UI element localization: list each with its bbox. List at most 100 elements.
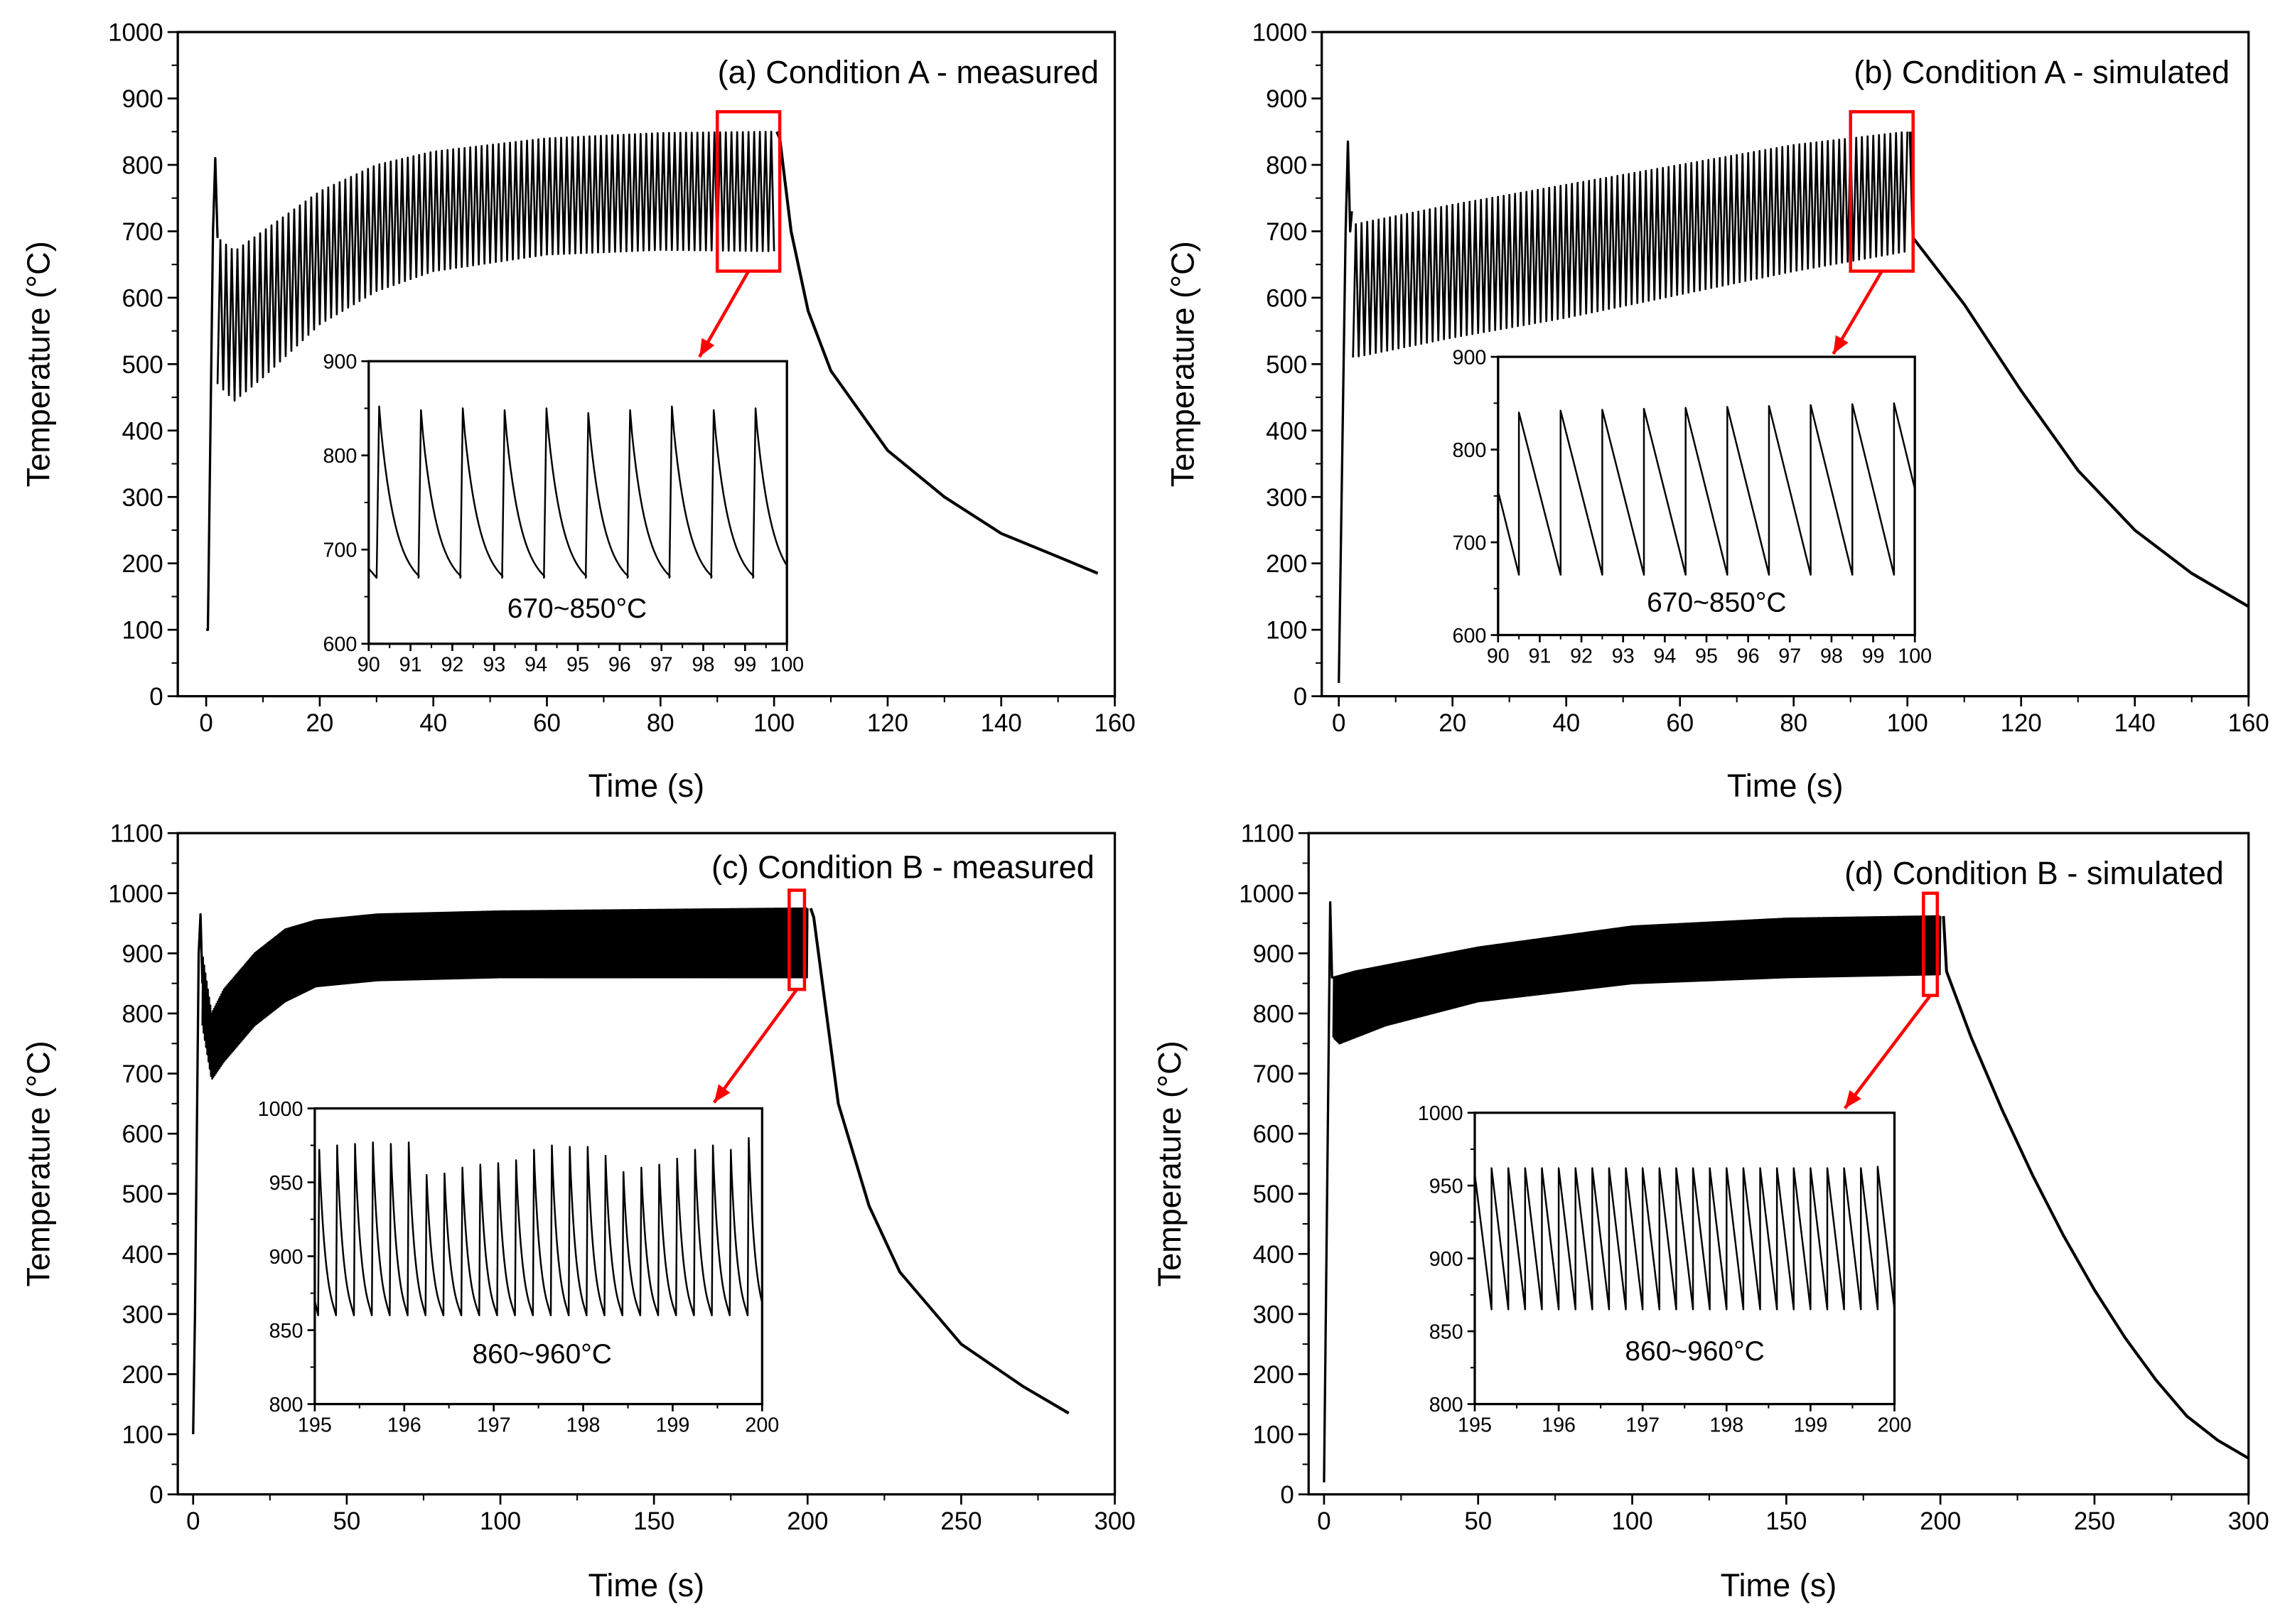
inset-x-tick-label: 97 <box>1778 645 1801 667</box>
inset-x-tick-label: 196 <box>1542 1414 1576 1436</box>
inset-y-tick-label: 900 <box>269 1246 303 1269</box>
x-axis-label: Time (s) <box>1727 768 1844 804</box>
inset-x-tick-label: 93 <box>1612 645 1635 667</box>
inset-range-label: 670~850°C <box>1647 588 1786 618</box>
inset-d: 195 196 197 198 199 200 800 850 900 950 1000 860~96… <box>1418 1102 1912 1436</box>
y-tick-label: 100 <box>122 617 163 645</box>
x-tick-label: 0 <box>199 709 213 737</box>
y-tick-label: 1000 <box>1239 880 1294 908</box>
inset-y-tick-label: 600 <box>1453 625 1487 647</box>
inset-x-tick-label: 200 <box>1878 1414 1912 1436</box>
inset-y-tick-label: 800 <box>1453 439 1487 462</box>
zoom-arrow-line <box>1843 994 1932 1109</box>
inset-y-tick-label: 800 <box>323 445 357 468</box>
y-tick-label: 300 <box>1253 1301 1294 1328</box>
inset-y-tick-label: 1000 <box>1418 1102 1463 1125</box>
y-tick-label: 200 <box>1253 1361 1294 1389</box>
panel-title: (b) Condition A - simulated <box>1854 54 2230 90</box>
x-tick-label: 100 <box>480 1507 521 1535</box>
x-tick-label: 0 <box>1332 709 1345 737</box>
cooling-line <box>809 908 1070 1415</box>
inset-x-tick-label: 100 <box>1898 645 1932 667</box>
x-tick-label: 60 <box>533 709 561 737</box>
x-tick-label: 20 <box>1439 709 1466 737</box>
x-tick-label: 140 <box>981 709 1022 737</box>
inset-x-tick-label: 90 <box>357 654 380 677</box>
inset-line <box>1473 1166 1896 1311</box>
inset-x-tick-label: 96 <box>1737 645 1760 667</box>
x-tick-label: 100 <box>1611 1507 1652 1535</box>
cooling-line <box>1908 131 2249 608</box>
heating-spike-line <box>1323 900 1333 1483</box>
zoom-arrow-head-icon <box>1833 335 1849 354</box>
x-tick-label: 80 <box>647 709 674 737</box>
inset-x-tick-label: 98 <box>692 654 715 677</box>
x-tick-label: 200 <box>1920 1507 1961 1535</box>
zoom-arrow-line <box>712 988 798 1104</box>
y-tick-label: 600 <box>1253 1121 1294 1149</box>
x-tick-label: 250 <box>940 1507 982 1535</box>
inset-x-tick-label: 195 <box>298 1414 332 1436</box>
x-tick-label: 120 <box>867 709 908 737</box>
inset-y-tick-label: 700 <box>323 539 357 562</box>
inset-x-tick-label: 197 <box>1625 1414 1660 1436</box>
inset-x-tick-label: 95 <box>566 654 589 677</box>
y-axis-label: Temperature (°C) <box>21 241 57 487</box>
x-tick-label: 250 <box>2074 1507 2115 1535</box>
y-tick-label: 500 <box>122 351 163 379</box>
inset-range-label: 860~960°C <box>1625 1336 1764 1367</box>
inset-y-tick-label: 700 <box>1453 532 1487 554</box>
y-tick-label: 700 <box>122 218 163 246</box>
y-tick-label: 200 <box>122 1361 163 1389</box>
y-tick-label: 700 <box>1253 1060 1294 1088</box>
y-tick-label: 900 <box>122 85 163 113</box>
y-tick-label: 900 <box>1266 85 1307 113</box>
panel-d: 0 50 100 150 200 250 300 0 100 200 300 400 500 600 700… <box>1151 820 2269 1603</box>
y-tick-label: 400 <box>1253 1241 1294 1269</box>
x-axis-label: Time (s) <box>1721 1567 1837 1603</box>
heating-spike-line <box>192 913 204 1435</box>
x-tick-label: 150 <box>1765 1507 1807 1535</box>
y-tick-label: 1000 <box>108 19 163 47</box>
y-tick-label: 800 <box>1253 1001 1294 1028</box>
inset-x-tick-label: 199 <box>656 1414 690 1436</box>
inset-x-tick-label: 93 <box>483 654 505 677</box>
panel-title: (a) Condition A - measured <box>718 54 1099 90</box>
y-tick-label: 400 <box>122 417 163 445</box>
inset-x-tick-label: 198 <box>566 1414 601 1436</box>
x-tick-label: 150 <box>633 1507 674 1535</box>
y-tick-label: 300 <box>122 484 163 512</box>
y-tick-label: 0 <box>1294 683 1307 711</box>
y-tick-label: 700 <box>122 1060 163 1088</box>
y-tick-label: 200 <box>122 550 163 578</box>
y-tick-label: 100 <box>122 1421 163 1449</box>
y-tick-label: 600 <box>1266 284 1307 312</box>
inset-x-tick-label: 100 <box>770 654 804 677</box>
inset-a: 90 91 92 93 94 95 96 97 98 99 100 600 700 800 900 670~8… <box>323 351 804 677</box>
x-tick-label: 160 <box>1094 709 1135 737</box>
y-tick-label: 500 <box>122 1181 163 1208</box>
inset-y-tick-label: 900 <box>1453 346 1487 369</box>
inset-range-label: 670~850°C <box>507 593 647 624</box>
oscillation-line <box>216 130 775 402</box>
x-tick-label: 40 <box>419 709 447 737</box>
inset-y-tick-label: 900 <box>323 351 357 374</box>
cooling-line <box>1942 915 2249 1460</box>
y-tick-label: 500 <box>1266 351 1307 379</box>
y-tick-label: 600 <box>122 284 163 312</box>
inset-x-tick-label: 198 <box>1709 1414 1743 1436</box>
y-axis-label: Temperature (°C) <box>1151 1040 1188 1286</box>
x-tick-label: 100 <box>1887 709 1928 737</box>
inset-x-tick-label: 196 <box>387 1414 421 1436</box>
inset-range-label: 860~960°C <box>473 1339 612 1370</box>
x-tick-label: 50 <box>1464 1507 1492 1535</box>
y-tick-label: 900 <box>122 940 163 968</box>
inset-background <box>1474 1112 1895 1404</box>
y-tick-label: 0 <box>1280 1481 1294 1509</box>
oscillation-line <box>1352 131 1909 358</box>
y-tick-label: 700 <box>1266 218 1307 246</box>
x-tick-label: 0 <box>186 1507 200 1535</box>
y-tick-label: 200 <box>1266 550 1307 578</box>
inset-y-tick-label: 1000 <box>258 1098 303 1121</box>
inset-c: 195 196 197 198 199 200 800 850 900 950 1000 860~96… <box>258 1098 780 1437</box>
